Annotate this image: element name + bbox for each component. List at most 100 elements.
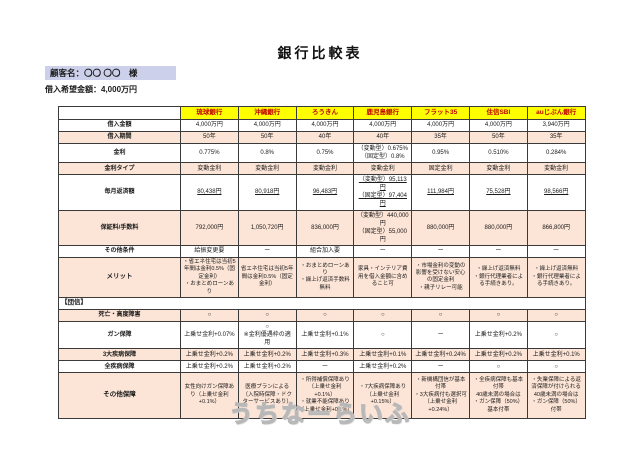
other_cond-cell: ー [468,244,528,258]
amount-cell: 4,000万円 [411,119,470,132]
table-row-death: 死亡・高度障害 ○ ○ ○ ○ ○ ○ ○ [58,308,586,322]
all_disease-cell: ー [295,360,355,374]
table-row-rate_type: 金利タイプ 変動金利 変動金利 変動金利 変動金利 固定金利 変動金利 変動金利 [58,162,586,176]
three_disease-cell: 上乗せ金利+0.24% [411,348,470,362]
all_disease-cell: 上乗せ金利+0.2% [353,360,413,374]
rate_type-cell: 変動金利 [180,162,239,176]
three_disease-cell: 上乗せ金利+0.3% [295,348,355,362]
amount-cell: 4,000万円 [353,119,413,132]
table-row-term: 借入期間 50年 50年 40年 40年 35年 50年 35年 [58,131,586,144]
row-label-rate: 金利 [58,142,181,164]
table-row-monthly_payment: 毎月返済額 80,438円 80,918円 96,483円 （変動型）95,113円 （… [58,174,586,211]
table-row-amount: 借入金額 4,000万円 4,000万円 4,000万円 4,000万円 4,000万円 4… [58,119,586,132]
monthly_payment-cell: 75,528円 [468,174,528,211]
table-row-cancer: ガン保障 上乗せ金利+0.07% ○ ※金利優遇枠の適用 上乗せ金利+0.1% ○ ー上乗… [58,320,586,350]
rate-cell: 0.284% [526,142,586,164]
rate_type-cell: 変動金利 [237,162,297,176]
corner-cell [58,106,181,120]
monthly_payment-cell: 80,438円 [180,174,239,211]
header-row: 琉球銀行 沖縄銀行 ろうきん 鹿児島銀行 フラット35 住信SBI auじぶん銀行 [58,106,586,120]
all_disease-cell: ○ [468,360,528,374]
death-cell: ○ [526,308,586,322]
row-label-monthly_payment: 毎月返済額 [58,174,181,211]
death-cell: ○ [468,308,528,322]
monthly_payment-cell: 80,918円 [237,174,297,211]
all_disease-cell: 上乗せ金利+0.2% [180,360,239,374]
other_coverage-cell: ・新機構団信が基本付帯 ・3大疾病付も選択可（上乗せ金利+0.24%） [411,372,470,420]
fees-cell: （変動型）440,000円 （固定型）55,000円 [353,209,413,246]
fees-cell: 880,000円 [411,209,470,246]
amount-cell: 4,000万円 [237,119,297,132]
amount-cell: 4,000万円 [468,119,528,132]
other_cond-cell: ー [526,244,586,258]
other_coverage-cell: ・失業保障による返済保障が付けられる 40歳未満の場合は ・ガン保障（50%）付… [526,372,586,420]
all_disease-cell: ○ [526,360,586,374]
fees-cell: 880,000円 [468,209,528,246]
row-label-death: 死亡・高度障害 [58,308,181,322]
all_disease-cell: 上乗せ金利+0.2% [237,360,297,374]
term-cell: 40年 [295,131,355,144]
table-row-three_disease: 3大疾病保障 上乗せ金利+0.2% 上乗せ金利+0.2% 上乗せ金利+0.3% 上乗せ金… [58,348,586,362]
bank-column-header: フラット35 [411,106,470,120]
table-row-fees: 保証料/手数料 792,000円 1,050,720円 836,000円 （変動型）44… [58,209,586,246]
all_disease-cell: ー [411,360,470,374]
bank-column-header: ろうきん [295,106,355,120]
other_coverage-cell: ・7大疾病保障あり（上乗せ金利+0.15%） [353,372,413,420]
row-label-rate_type: 金利タイプ [58,162,181,176]
merit-cell: ・繰上げ返済無料 ・銀行代理業者による手続きあり。 [526,256,586,299]
death-cell: ○ [353,308,413,322]
monthly_payment-cell: 96,483円 [295,174,355,211]
other_cond-cell: ー [411,244,470,258]
row-label-other_coverage: その他保障 [58,372,181,420]
merit-cell: 家具・インテリア費用を借入金額に含めること可 [353,256,413,299]
table-row-merit: メリット ・省エネ住宅は当初5年間は金利0.5%（固定金利） ・おまとめローンあり… [58,256,586,299]
fees-cell: 836,000円 [295,209,355,246]
fees-cell: 1,050,720円 [237,209,297,246]
three_disease-cell: 上乗せ金利+0.2% [237,348,297,362]
other_cond-cell: 給振変更要 [180,244,239,258]
rate_type-cell: 固定金利 [411,162,470,176]
monthly_payment-cell: （変動型）95,113円 （固定型）97,404円 [353,174,413,211]
three_disease-cell: 上乗せ金利+0.2% [180,348,239,362]
cancer-cell: 上乗せ金利+0.07% [180,320,239,350]
three_disease-cell: 上乗せ金利+0.1% [526,348,586,362]
cancer-cell: ○ ※金利優遇枠の適用 [237,320,297,350]
term-cell: 50年 [468,131,528,144]
page-title: 銀行比較表 [277,45,363,61]
row-label-three_disease: 3大疾病保障 [58,348,181,362]
other_cond-cell: ー [353,244,413,258]
death-cell: ○ [180,308,239,322]
cancer-cell: ○ [526,320,586,350]
table-row-other_cond: その他条件 給振変更要ー組合加入要ーーーー [58,244,586,258]
cancer-cell: 上乗せ金利+0.1% [295,320,355,350]
rate-cell: 0.510% [468,142,528,164]
monthly_payment-cell: 111,984円 [411,174,470,211]
other_coverage-cell: ・全疾病保障も基本付帯 40歳未満の場合は ・ガン保障（50%）基本付帯 [468,372,528,420]
rate-cell: 0.775% [180,142,239,164]
bank-column-header: auじぶん銀行 [526,106,586,120]
three_disease-cell: 上乗せ金利+0.1% [353,348,413,362]
merit-cell: ・市場金利の変動の影響を受けない安心の固定金利 ・親子リレー可能 [411,256,470,299]
rate_type-cell: 変動金利 [353,162,413,176]
customer-name: 顧客名：〇〇 〇〇 様 [45,66,176,80]
rate-cell: 0.75% [295,142,355,164]
other_cond-cell: 組合加入要 [295,244,355,258]
row-label-amount: 借入金額 [58,119,181,132]
three_disease-cell: 上乗せ金利+0.2% [468,348,528,362]
section-spacer [180,297,586,310]
rate_type-cell: 変動金利 [526,162,586,176]
table-row-other_coverage: その他保障 女性向けガン保障あり（上乗せ金利+0.1%） 医療プランによる（入院時保… [58,372,586,420]
desired-loan-amount: 借入希望金額：4,000万円 [45,85,138,94]
row-label-section: 【団信】 [58,297,181,310]
amount-cell: 4,000万円 [295,119,355,132]
term-cell: 40年 [353,131,413,144]
fees-cell: 792,000円 [180,209,239,246]
merit-cell: ・繰上げ返済無料 ・銀行代理業者による手続きあり。 [468,256,528,299]
bank-column-header: 沖縄銀行 [237,106,297,120]
bank-column-header: 住信SBI [468,106,528,120]
rate-cell: 0.95% [411,142,470,164]
amount-cell: 3,940万円 [526,119,586,132]
death-cell: ○ [237,308,297,322]
row-label-cancer: ガン保障 [58,320,181,350]
amount-cell: 4,000万円 [180,119,239,132]
